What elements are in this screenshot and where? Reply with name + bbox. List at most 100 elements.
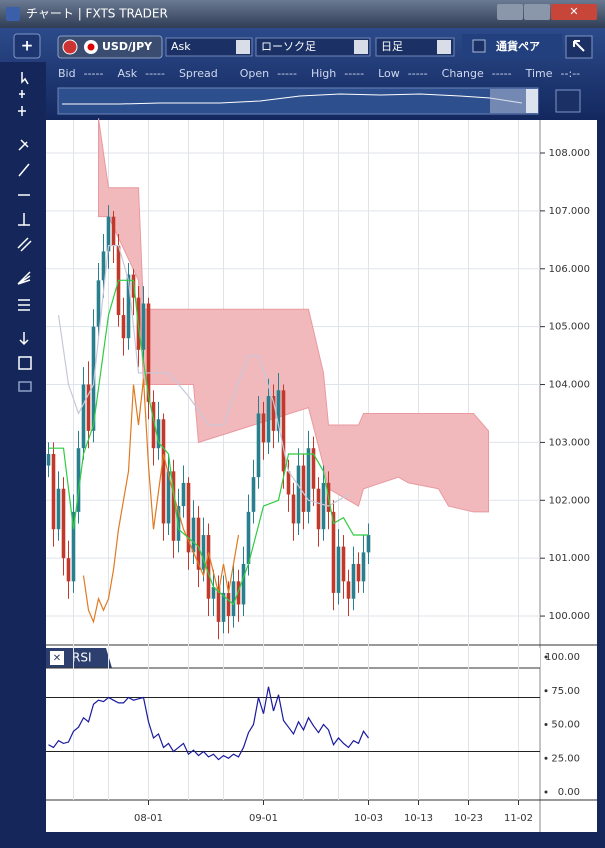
minimize[interactable]	[497, 4, 523, 20]
quote-value: -----	[84, 67, 104, 80]
candle-body	[231, 581, 236, 617]
y-tick-label: 25.00	[551, 753, 580, 764]
close[interactable]	[551, 4, 597, 20]
y-tick	[544, 723, 548, 726]
candle-body	[66, 558, 71, 582]
quote-label: High	[311, 67, 336, 80]
rsi-close-x: ✕	[53, 653, 61, 664]
candle-body	[121, 315, 126, 339]
y-tick-label: 105.000	[549, 322, 590, 333]
app-icon	[6, 7, 20, 21]
rsi-close[interactable]	[50, 651, 64, 665]
candle-body	[316, 488, 321, 530]
quote-label: Change	[442, 67, 484, 80]
x-tick-label: 11-02	[504, 813, 533, 824]
zoom-button[interactable]	[555, 89, 581, 113]
candle-body	[211, 587, 216, 599]
candle-body	[296, 465, 301, 524]
price-type-select[interactable]	[165, 37, 253, 57]
marks	[46, 118, 489, 761]
candle-body	[141, 303, 146, 350]
navigator-handle[interactable]	[526, 89, 538, 113]
tool-hammer[interactable]	[18, 139, 29, 151]
navigator-window[interactable]	[490, 89, 526, 113]
candle-body	[336, 546, 341, 593]
candle-body	[321, 482, 326, 530]
quote-value: -----	[145, 67, 165, 80]
tool-fan[interactable]	[17, 271, 31, 285]
close-x: ✕	[569, 5, 578, 18]
navigator-line	[62, 93, 523, 105]
candle-body	[236, 581, 241, 605]
window-title: チャート | FXTS TRADER	[26, 7, 168, 21]
symbol-box[interactable]	[57, 35, 163, 59]
tool-channel[interactable]	[17, 237, 32, 252]
y-tick-label: 75.00	[551, 686, 580, 697]
candle-body	[221, 592, 226, 622]
y-tick	[544, 655, 548, 659]
quote-label: Spread	[179, 67, 218, 80]
x-tick-label: 10-23	[454, 813, 483, 824]
y-tick-label: 100.00	[545, 652, 580, 663]
candle-body	[306, 448, 311, 512]
candle-body	[86, 384, 91, 431]
quote-value: --:--	[561, 67, 581, 80]
candle-body	[191, 517, 196, 553]
indicator-line	[82, 378, 240, 624]
candle-body	[281, 390, 286, 472]
candle-body	[46, 453, 51, 466]
sidebar	[0, 62, 46, 832]
candle-body	[276, 390, 281, 431]
dropdown	[236, 40, 250, 54]
tool-vline[interactable]	[18, 213, 30, 226]
candle-body	[51, 453, 56, 530]
candle-body	[351, 563, 356, 599]
candle-body	[341, 546, 346, 582]
candle-body	[181, 482, 186, 507]
candle-body	[266, 396, 271, 443]
candle-body	[176, 506, 181, 541]
candle-body	[246, 511, 251, 564]
y-tick	[544, 790, 548, 794]
checkbox[interactable]	[472, 39, 486, 53]
y-tick-label: 0.00	[558, 787, 580, 798]
dropdown	[437, 40, 451, 54]
candle-body	[356, 563, 361, 582]
tool-cross[interactable]	[19, 90, 25, 98]
candle-body	[106, 216, 111, 252]
quote-bar: Bid ----- Ask ----- Spread Open ----- High -----…	[58, 67, 580, 80]
candle-body	[186, 482, 191, 553]
quote-value: -----	[408, 67, 428, 80]
quote-label: Bid	[58, 67, 76, 80]
candle-body	[96, 280, 101, 327]
quote-value: -----	[344, 67, 364, 80]
rsi-line	[48, 686, 369, 761]
ichimoku-cloud	[98, 118, 489, 513]
candle-body	[71, 511, 76, 582]
period-select[interactable]	[375, 37, 455, 57]
candle-body	[101, 251, 106, 281]
tool-down[interactable]	[19, 332, 29, 346]
candle-body	[241, 563, 246, 605]
tool-list[interactable]	[18, 356, 32, 370]
x-tick-label: 08-01	[134, 813, 163, 824]
tool-line[interactable]	[18, 163, 30, 177]
tool-hand[interactable]	[18, 106, 26, 116]
tool-pointer[interactable]	[21, 72, 29, 85]
candle-body	[156, 419, 161, 449]
candle-body	[151, 401, 156, 449]
chart-type: ローソク足	[261, 40, 316, 53]
candle-body	[146, 303, 151, 402]
tool-fibo[interactable]	[18, 299, 30, 311]
add-button[interactable]	[13, 33, 41, 59]
tool-camera[interactable]	[18, 381, 32, 392]
dropdown	[354, 40, 368, 54]
maximize[interactable]	[524, 4, 550, 20]
rsi-title: RSI	[72, 651, 92, 665]
candle-body	[271, 396, 276, 431]
y-tick-label: 104.000	[549, 380, 590, 391]
candle-body	[216, 587, 221, 622]
y-tick-label: 102.000	[549, 495, 590, 506]
chart-type-select[interactable]	[255, 37, 371, 57]
candle-body	[331, 511, 336, 593]
